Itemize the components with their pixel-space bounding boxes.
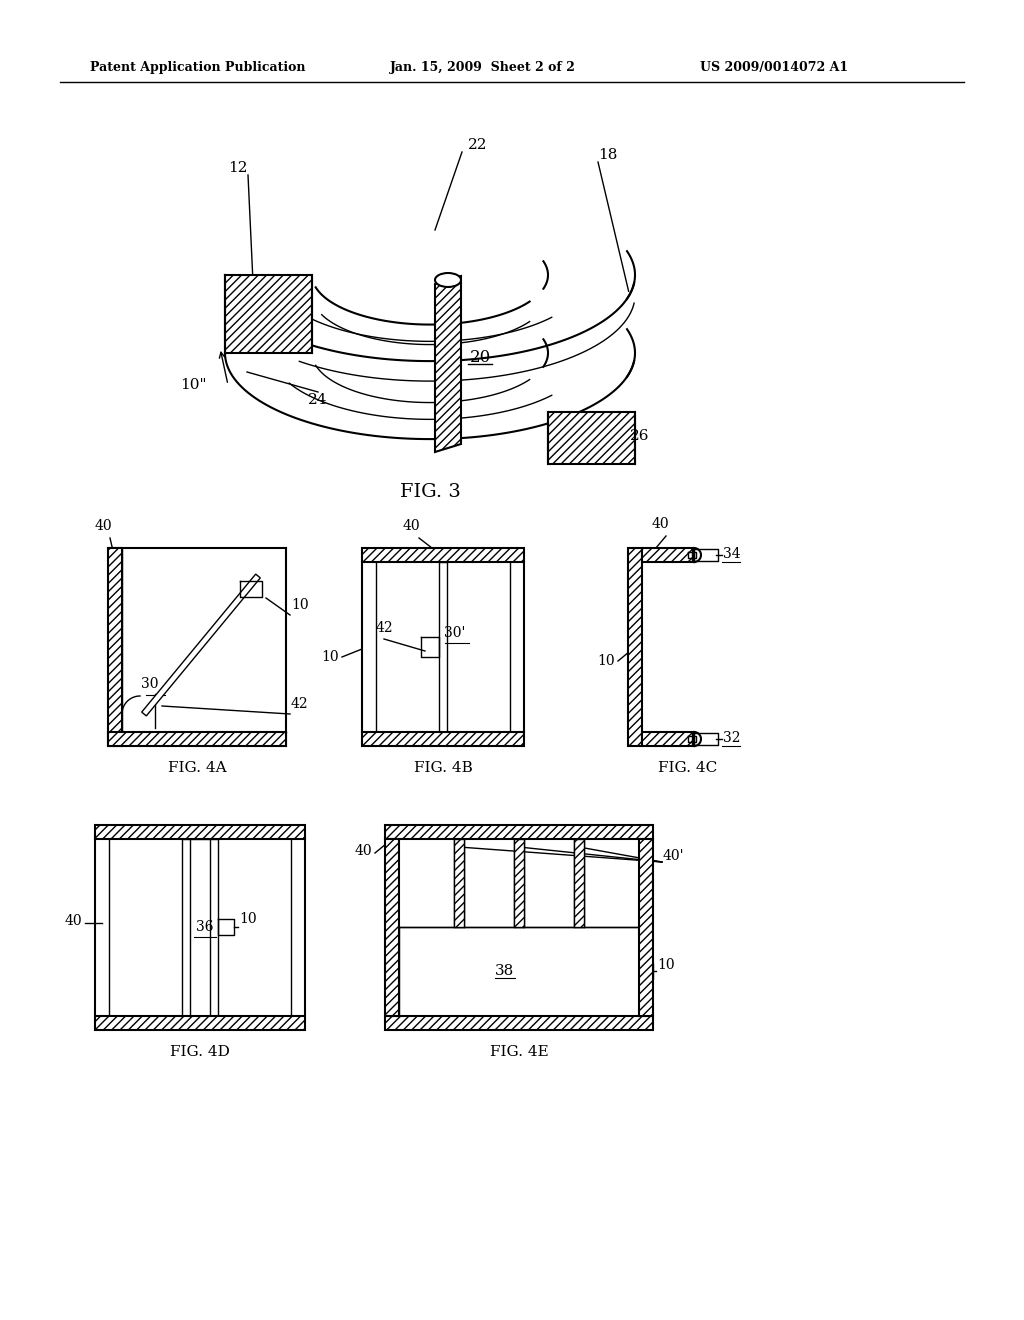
Text: FIG. 4D: FIG. 4D	[170, 1045, 230, 1059]
Text: 24: 24	[308, 393, 328, 407]
Text: 40: 40	[94, 519, 112, 533]
Bar	[454, 840, 464, 927]
Text: 10: 10	[657, 958, 675, 972]
Bar	[574, 840, 584, 927]
Text: FIG. 4B: FIG. 4B	[414, 762, 472, 775]
Text: 26: 26	[630, 429, 650, 444]
Text: 40: 40	[402, 519, 420, 533]
Text: 10: 10	[322, 649, 339, 664]
Bar	[108, 733, 286, 746]
Text: 18: 18	[598, 148, 617, 162]
Bar	[385, 840, 399, 1016]
Text: 20: 20	[469, 350, 490, 367]
Polygon shape	[548, 412, 635, 465]
Text: FIG. 4C: FIG. 4C	[658, 762, 718, 775]
Text: 40': 40'	[663, 849, 684, 863]
Text: 42: 42	[291, 697, 308, 711]
Bar	[639, 840, 653, 1016]
Text: 10: 10	[239, 912, 257, 927]
Bar	[642, 548, 694, 562]
Bar	[385, 1016, 653, 1030]
Text: 38: 38	[495, 964, 514, 978]
Text: FIG. 3: FIG. 3	[399, 483, 461, 502]
Text: 32: 32	[723, 731, 740, 744]
Text: 34: 34	[723, 546, 740, 561]
Text: 40: 40	[651, 517, 669, 531]
Text: 40: 40	[354, 843, 372, 858]
Text: Patent Application Publication: Patent Application Publication	[90, 62, 305, 74]
Text: 40: 40	[65, 913, 82, 928]
Text: 22: 22	[468, 139, 487, 152]
Text: FIG. 4E: FIG. 4E	[489, 1045, 549, 1059]
Polygon shape	[225, 275, 312, 352]
Text: 36: 36	[197, 920, 214, 935]
Bar	[385, 825, 653, 840]
Text: 42: 42	[376, 620, 393, 635]
Bar	[642, 733, 694, 746]
Bar	[108, 548, 122, 746]
Text: 10: 10	[291, 598, 308, 612]
Bar	[362, 548, 524, 562]
Bar	[514, 840, 524, 927]
Text: FIG. 4A: FIG. 4A	[168, 762, 226, 775]
Text: 30': 30'	[444, 626, 466, 640]
Polygon shape	[141, 574, 260, 715]
Text: 12: 12	[228, 161, 248, 176]
Ellipse shape	[435, 273, 461, 286]
Bar	[362, 733, 524, 746]
Bar	[95, 825, 305, 840]
Text: 10": 10"	[180, 378, 206, 392]
Bar	[95, 1016, 305, 1030]
Text: US 2009/0014072 A1: US 2009/0014072 A1	[700, 62, 848, 74]
Text: 30: 30	[141, 677, 159, 690]
Bar	[628, 548, 642, 746]
Text: 10: 10	[597, 653, 614, 668]
Polygon shape	[435, 276, 461, 451]
Text: Jan. 15, 2009  Sheet 2 of 2: Jan. 15, 2009 Sheet 2 of 2	[390, 62, 575, 74]
